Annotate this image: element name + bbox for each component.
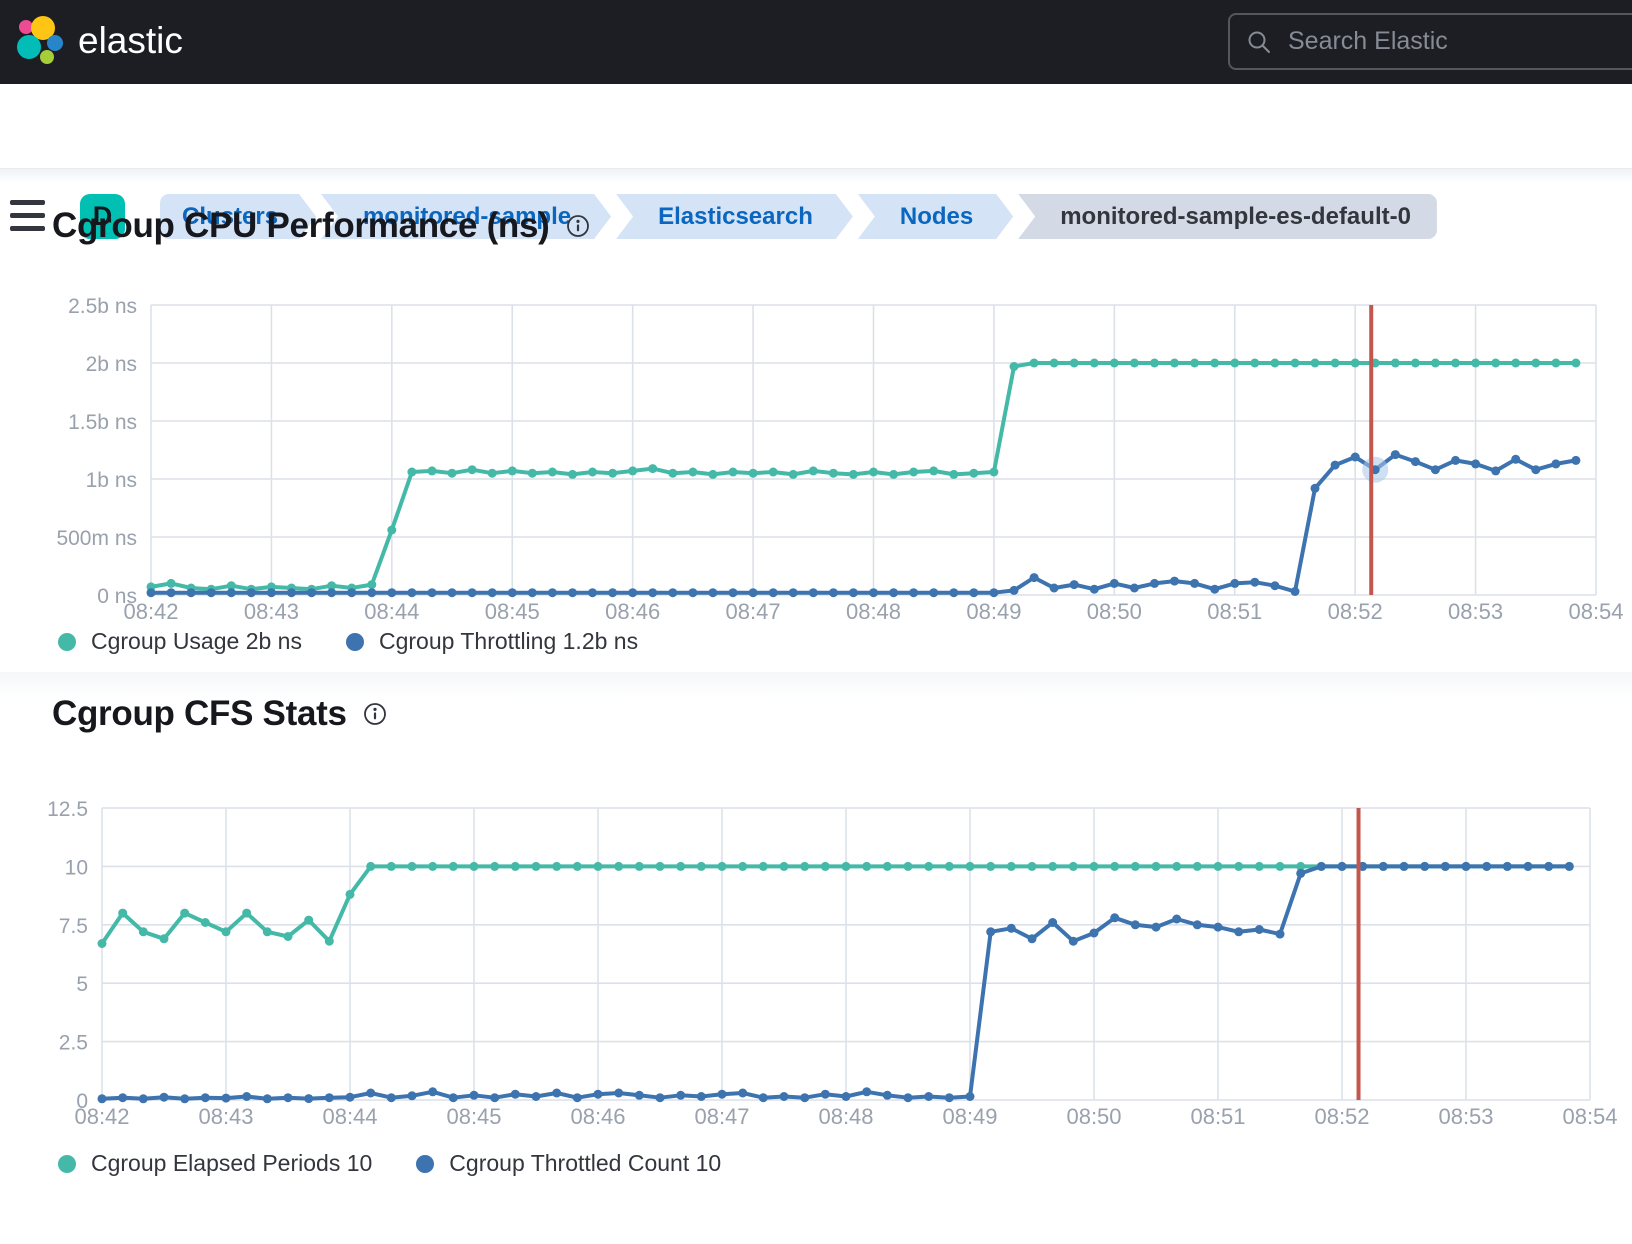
top-header-bar: elastic: [0, 0, 1632, 84]
chart-title-text: Cgroup CPU Performance (ns): [52, 206, 550, 245]
y-axis-tick-label: 7.5: [59, 915, 88, 938]
y-axis-tick-label: 0 ns: [97, 585, 137, 608]
legend-label: Cgroup Throttled Count 10: [449, 1150, 722, 1176]
legend-item-throttled-count: Cgroup Throttled Count 10: [416, 1150, 721, 1177]
x-axis-tick-label: 08:44: [364, 599, 419, 624]
global-search-box[interactable]: [1228, 13, 1632, 70]
x-axis-tick-label: 08:44: [322, 1104, 377, 1129]
x-axis-tick-label: 08:53: [1438, 1104, 1493, 1129]
x-axis-tick-label: 08:52: [1314, 1104, 1369, 1129]
x-axis-tick-label: 08:48: [846, 599, 901, 624]
y-axis-tick-label: 1b ns: [86, 469, 137, 492]
cpu-chart-legend: Cgroup Usage 2b ns Cgroup Throttling 1.2…: [58, 628, 638, 655]
x-axis-tick-label: 08:45: [446, 1104, 501, 1129]
x-axis-tick-label: 08:43: [198, 1104, 253, 1129]
y-axis-tick-label: 1.5b ns: [68, 411, 137, 434]
breadcrumb-item-elasticsearch[interactable]: Elasticsearch: [616, 194, 853, 239]
x-axis-tick-label: 08:45: [485, 599, 540, 624]
x-axis-tick-label: 08:42: [74, 1104, 129, 1129]
x-axis-tick-label: 08:54: [1562, 1104, 1617, 1129]
series-teal: [97, 861, 1574, 948]
x-axis-tick-label: 08:49: [966, 599, 1021, 624]
x-axis-tick-label: 08:47: [694, 1104, 749, 1129]
brand: elastic: [14, 16, 183, 66]
x-axis-tick-label: 08:47: [726, 599, 781, 624]
y-axis-tick-label: 0: [76, 1090, 88, 1113]
breadcrumb-item-monitored-sample[interactable]: monitored-sample: [321, 194, 611, 239]
chart-title-text: Cgroup CFS Stats: [52, 694, 347, 733]
breadcrumb-item-nodes[interactable]: Nodes: [858, 194, 1013, 239]
y-axis-tick-label: 12.5: [47, 798, 88, 821]
x-axis-tick-label: 08:50: [1066, 1104, 1121, 1129]
x-axis-tick-label: 08:52: [1328, 599, 1383, 624]
y-axis-tick-label: 2.5: [59, 1032, 88, 1055]
x-axis-tick-label: 08:43: [244, 599, 299, 624]
menu-hamburger-icon[interactable]: [10, 200, 46, 234]
cgroup-cfs-stats-chart[interactable]: 0 2.5 5 7.5 10 12.5 08:42 08:43 08:44 08:45 08:46 0…: [0, 775, 1632, 1135]
x-axis-tick-label: 08:50: [1087, 599, 1142, 624]
series-blue: [97, 861, 1574, 1104]
breadcrumb-item-clusters[interactable]: Clusters: [160, 194, 316, 239]
x-axis-tick-label: 08:42: [123, 599, 178, 624]
legend-label: Cgroup Usage 2b ns: [91, 628, 302, 654]
info-icon[interactable]: [363, 702, 387, 726]
x-axis-tick-label: 08:53: [1448, 599, 1503, 624]
content-top-shadow: [0, 169, 1632, 183]
legend-item-cgroup-usage: Cgroup Usage 2b ns: [58, 628, 302, 655]
chart-title-cpu-performance: Cgroup CPU Performance (ns): [52, 206, 590, 246]
legend-dot-throttled-count: [416, 1154, 435, 1173]
legend-dot-throttling: [345, 632, 364, 651]
y-axis-tick-label: 500m ns: [56, 527, 137, 550]
search-input[interactable]: [1286, 26, 1630, 57]
legend-item-elapsed-periods: Cgroup Elapsed Periods 10: [58, 1150, 372, 1177]
search-icon: [1248, 31, 1270, 53]
x-axis-tick-label: 08:49: [942, 1104, 997, 1129]
grid-lines: [101, 807, 1591, 1101]
series-blue: [146, 450, 1581, 598]
grid-lines: [150, 304, 1597, 596]
legend-dot-usage: [58, 632, 76, 651]
panel-divider: [0, 672, 1632, 698]
legend-label: Cgroup Throttling 1.2b ns: [378, 628, 639, 654]
cgroup-cpu-performance-chart[interactable]: 0 ns 500m ns 1b ns 1.5b ns 2b ns 2.5b ns 08:42…: [0, 278, 1632, 630]
info-icon[interactable]: [566, 214, 590, 238]
breadcrumb-item-current-node: monitored-sample-es-default-0: [1018, 194, 1437, 239]
cfs-chart-legend: Cgroup Elapsed Periods 10 Cgroup Throttl…: [58, 1150, 721, 1177]
y-axis-tick-label: 2.5b ns: [68, 295, 137, 318]
x-axis-tick-label: 08:46: [570, 1104, 625, 1129]
legend-item-cgroup-throttling: Cgroup Throttling 1.2b ns: [345, 628, 639, 655]
space-avatar-badge[interactable]: D: [80, 194, 125, 239]
legend-label: Cgroup Elapsed Periods 10: [91, 1150, 373, 1176]
y-axis-tick-label: 5: [76, 973, 88, 996]
elastic-logo-icon: [17, 16, 63, 64]
x-axis-tick-label: 08:51: [1207, 599, 1262, 624]
breadcrumb: Clusters monitored-sample Elasticsearch …: [160, 194, 1437, 239]
legend-dot-elapsed-periods: [58, 1154, 76, 1173]
y-axis-tick-label: 10: [65, 856, 88, 879]
x-axis-tick-label: 08:46: [605, 599, 660, 624]
x-axis-tick-label: 08:54: [1568, 599, 1623, 624]
x-axis-tick-label: 08:48: [818, 1104, 873, 1129]
brand-wordmark: elastic: [78, 20, 183, 61]
x-axis-tick-label: 08:51: [1190, 1104, 1245, 1129]
chart-title-cfs-stats: Cgroup CFS Stats: [52, 694, 387, 734]
y-axis-tick-label: 2b ns: [86, 353, 137, 376]
series-teal: [146, 358, 1581, 594]
breadcrumb-bar: D Clusters monitored-sample Elasticsearc…: [0, 84, 1632, 239]
